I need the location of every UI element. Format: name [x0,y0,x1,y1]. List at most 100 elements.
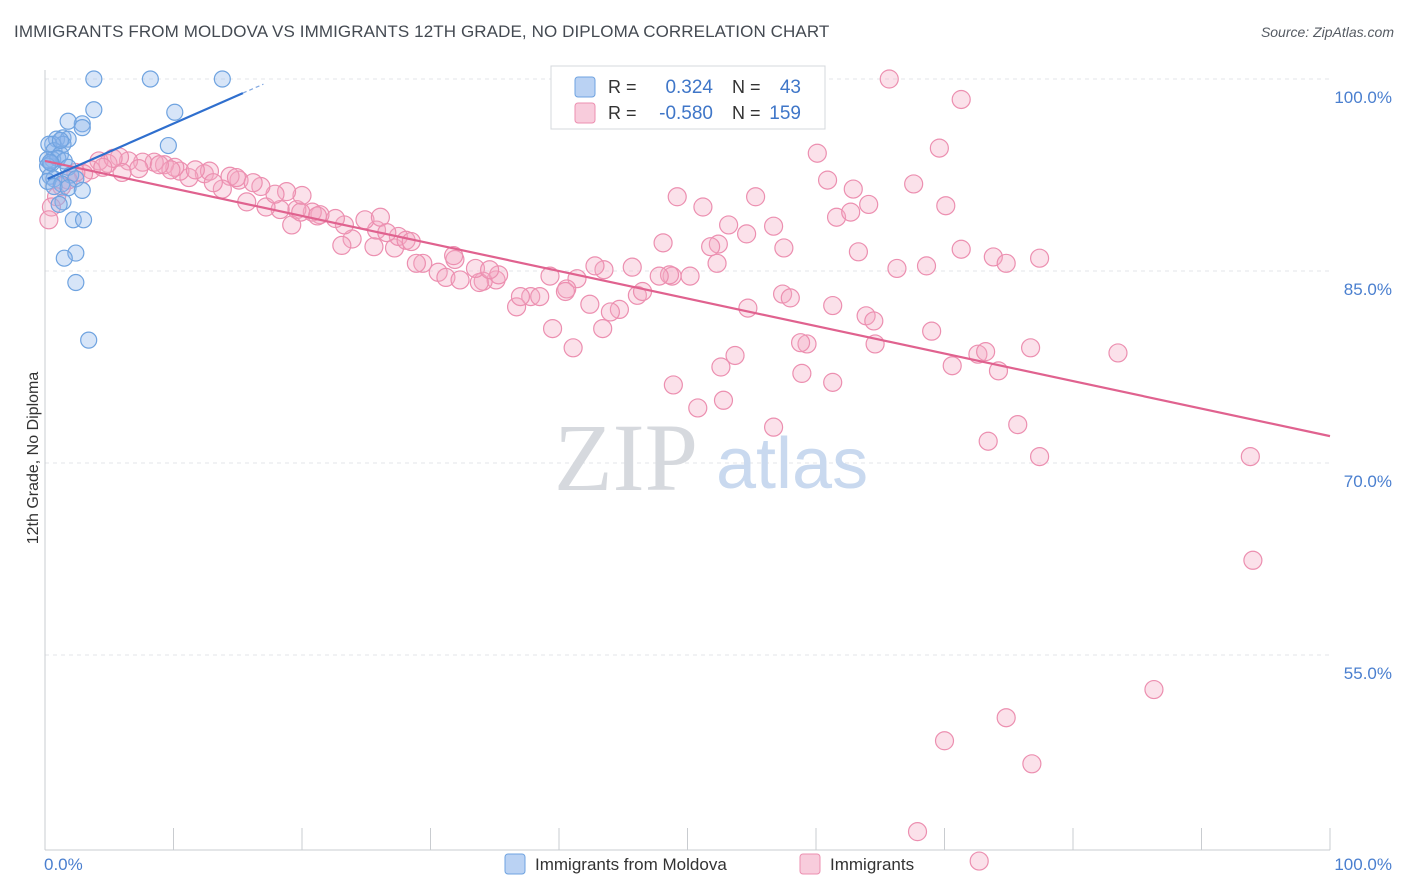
correlation-legend: R = 0.324 N = 43 R = -0.580 N = 159 [550,65,826,130]
legend-swatch-moldova [574,76,596,98]
y-tick-label-0: 100.0% [1334,88,1392,107]
immigrants-point [693,197,713,217]
immigrants-point [711,357,731,377]
immigrants-point [792,363,812,383]
y-axis-title: 12th Grade, No Diploma [25,372,42,545]
immigrants-point [936,196,956,216]
legend-r-value-moldova: 0.324 [665,77,713,98]
moldova-point [67,273,85,292]
immigrants-point [887,258,907,279]
moldova-point [73,115,91,133]
immigrants-point [653,233,673,253]
immigrants-point [859,194,879,215]
x-tick-labels: 0.0% 100.0% [44,855,1392,874]
immigrants-point [843,179,863,199]
immigrants-point [904,174,924,194]
immigrants-point [797,334,817,354]
immigrants-point [1022,754,1042,774]
moldova-point [80,331,98,349]
immigrants-point [161,160,181,180]
immigrants-point [444,246,464,266]
immigrants-point [622,257,642,277]
y-tick-labels: 100.0% 85.0% 70.0% 55.0% [1334,88,1392,683]
immigrants-point [688,398,708,418]
immigrants-point [540,266,560,286]
immigrants-point [469,272,489,293]
immigrants-point [506,297,527,317]
immigrants-point [1008,415,1028,435]
immigrants-point [649,266,669,286]
immigrants-point [632,281,653,302]
bottom-legend-swatch-immigrants[interactable] [799,853,821,875]
immigrants-point [659,265,680,285]
bottom-legend-label-moldova[interactable]: Immigrants from Moldova [535,855,727,874]
x-tick-label-min: 0.0% [44,855,83,874]
immigrants-point [276,182,297,202]
moldova-point [73,181,91,199]
immigrants-point [942,356,962,376]
immigrants-point [384,238,405,258]
immigrants-point [737,224,757,244]
immigrants-point [203,173,223,193]
bottom-legend-swatch-moldova[interactable] [504,853,526,875]
immigrants-point [1029,447,1050,467]
watermark-zip: ZIP [554,404,698,511]
immigrants-point [149,155,169,175]
immigrants-point [542,319,563,339]
immigrants-point [713,390,734,410]
immigrants-point [1108,343,1128,363]
immigrants-point [663,375,683,395]
immigrants-point [823,372,843,392]
y-tick-label-1: 85.0% [1344,280,1392,299]
immigrants-point [332,235,352,255]
immigrants-point [790,333,811,353]
legend-n-value-immigrants: 159 [769,103,801,124]
immigrants-point [585,256,605,276]
immigrants-point [292,185,312,206]
immigrants-point [1144,679,1164,700]
moldova-point [55,249,73,267]
immigrants-point [701,237,721,257]
immigrants-point [199,161,220,181]
y-tick-label-3: 55.0% [1344,664,1392,683]
moldova-point [141,70,159,88]
moldova-point [74,211,93,229]
bottom-legend-label-immigrants[interactable]: Immigrants [830,855,914,874]
immigrants-point [763,417,784,437]
immigrants-point [848,242,869,262]
x-tick-label-max: 100.0% [1334,855,1392,874]
immigrants-point [1020,338,1041,358]
immigrants-point [39,210,59,230]
immigrants-point [996,708,1016,728]
immigrants-point [436,267,456,287]
immigrants-point [774,238,794,258]
immigrants-point [480,260,500,280]
immigrants-point [978,431,998,451]
immigrants-point [413,253,433,273]
immigrants-point [593,319,613,339]
immigrants-point [185,160,205,180]
y-tick-label-2: 70.0% [1344,472,1392,491]
series-moldova-points [38,70,231,349]
trend-line-moldova [47,92,244,180]
immigrants-point [951,239,971,259]
legend-swatch-immigrants [574,102,596,124]
immigrants-point [364,237,384,257]
series-legend: Immigrants from Moldova Immigrants [504,853,914,875]
immigrants-point [841,202,861,222]
trend-line-moldova-extension [242,83,264,94]
immigrants-point [823,295,843,316]
legend-r-value-immigrants: -0.580 [659,103,713,124]
immigrants-point [680,266,700,286]
watermark: ZIP atlas [554,404,868,511]
immigrants-point [708,234,728,254]
legend-box [550,65,826,130]
trend-line-immigrants [44,159,1331,438]
immigrants-point [922,321,942,341]
immigrants-point [667,187,687,207]
moldova-point [51,131,70,150]
trend-lines [44,83,1331,438]
immigrants-point [307,206,328,226]
immigrants-point [951,89,971,110]
